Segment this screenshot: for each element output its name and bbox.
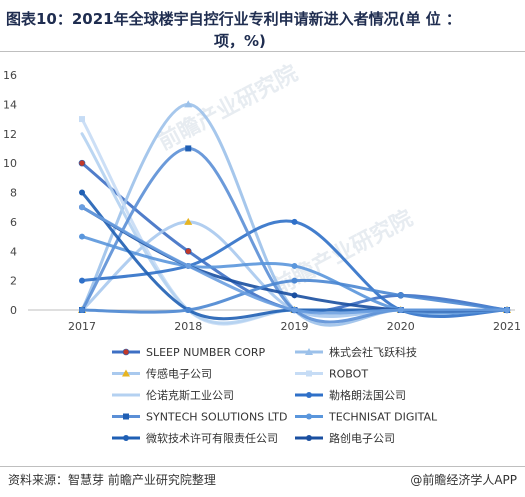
legend-marker bbox=[306, 435, 312, 441]
line-chart: 0 2 4 6 8 10 12 14 16 2017 2018 2019 2020 2021 SLEEP N… bbox=[3, 69, 521, 445]
legend-label: SYNTECH SOLUTIONS LTD bbox=[146, 411, 287, 424]
legend-label: SLEEP NUMBER CORP bbox=[146, 346, 266, 359]
legend-item: TECHNISAT DIGITAL bbox=[295, 411, 438, 424]
title-line-1: 图表10：2021年全球楼宇自控行业专利申请新进入者情况(单 位 ： bbox=[6, 10, 461, 28]
x-tick-label: 2020 bbox=[387, 320, 415, 333]
series-line bbox=[80, 102, 509, 327]
legend-label: 伦诺克斯工业公司 bbox=[146, 388, 234, 402]
legend-item: 株式会社飞跃科技 bbox=[295, 345, 417, 359]
data-point bbox=[504, 307, 510, 313]
legend-marker bbox=[306, 413, 312, 420]
data-point bbox=[185, 307, 192, 313]
data-point bbox=[291, 218, 298, 225]
legend-item: 伦诺克斯工业公司 bbox=[112, 388, 234, 402]
data-point bbox=[79, 307, 85, 313]
data-point bbox=[185, 145, 192, 152]
legend-item: SLEEP NUMBER CORP bbox=[112, 346, 266, 359]
legend-marker bbox=[123, 435, 129, 441]
legend-label: 株式会社飞跃科技 bbox=[329, 345, 417, 359]
legend-marker bbox=[305, 348, 313, 355]
y-tick-label: 0 bbox=[10, 304, 17, 317]
y-tick-label: 2 bbox=[10, 275, 17, 288]
legend-label: 传感电子公司 bbox=[146, 368, 212, 381]
legend-marker bbox=[306, 392, 312, 398]
data-point bbox=[184, 247, 192, 255]
series-11 bbox=[79, 204, 510, 315]
data-point bbox=[79, 277, 85, 284]
x-tick-label: 2018 bbox=[174, 320, 202, 333]
data-point bbox=[184, 100, 193, 108]
title-line-2: 项，%) bbox=[214, 32, 266, 50]
data-point bbox=[79, 204, 85, 211]
data-point bbox=[291, 292, 298, 299]
x-tick-label: 2019 bbox=[281, 320, 309, 333]
chart-title: 图表10：2021年全球楼宇自控行业专利申请新进入者情况(单 位 ： 项，%) bbox=[6, 8, 516, 52]
y-tick-label: 14 bbox=[3, 98, 17, 111]
title-divider bbox=[0, 51, 525, 52]
footer-divider bbox=[0, 466, 525, 467]
data-point bbox=[291, 262, 298, 269]
legend-marker bbox=[306, 370, 312, 377]
data-point bbox=[78, 159, 86, 167]
y-tick-label: 4 bbox=[10, 245, 17, 258]
legend-label: ROBOT bbox=[329, 368, 368, 381]
legend-label: 勒格朗法国公司 bbox=[329, 388, 406, 402]
y-tick-label: 8 bbox=[10, 187, 17, 200]
data-point bbox=[291, 277, 298, 284]
legend-marker bbox=[123, 413, 129, 420]
credit-note: @前瞻经济学人APP bbox=[410, 473, 517, 487]
y-tick-label: 12 bbox=[3, 128, 17, 141]
data-point bbox=[79, 189, 85, 196]
y-tick-label: 10 bbox=[3, 157, 17, 170]
legend-item: 勒格朗法国公司 bbox=[295, 388, 406, 402]
y-tick-label: 16 bbox=[3, 69, 17, 82]
series-line bbox=[80, 161, 509, 313]
data-point bbox=[79, 233, 85, 240]
data-point bbox=[184, 217, 193, 225]
series-0 bbox=[78, 159, 511, 314]
data-point bbox=[185, 262, 192, 269]
legend-label: 路创电子公司 bbox=[329, 432, 395, 445]
data-point bbox=[79, 116, 85, 123]
data-point bbox=[397, 292, 404, 299]
legend-marker bbox=[122, 369, 130, 377]
series-1 bbox=[78, 100, 511, 327]
data-point bbox=[397, 307, 404, 313]
legend-item: 微软技术许可有限责任公司 bbox=[112, 431, 278, 445]
data-point bbox=[291, 307, 298, 313]
legend-label: TECHNISAT DIGITAL bbox=[328, 411, 438, 424]
y-tick-label: 6 bbox=[10, 216, 17, 229]
legend-item: SYNTECH SOLUTIONS LTD bbox=[112, 411, 287, 424]
legend-item: 路创电子公司 bbox=[295, 432, 395, 445]
source-note: 资料来源：智慧芽 前瞻产业研究院整理 bbox=[8, 473, 216, 487]
x-tick-label: 2021 bbox=[493, 320, 521, 333]
legend-label: 微软技术许可有限责任公司 bbox=[146, 431, 278, 445]
legend-marker bbox=[122, 348, 130, 356]
legend-item: 传感电子公司 bbox=[112, 368, 212, 381]
legend-item: ROBOT bbox=[295, 368, 368, 381]
x-tick-label: 2017 bbox=[68, 320, 96, 333]
